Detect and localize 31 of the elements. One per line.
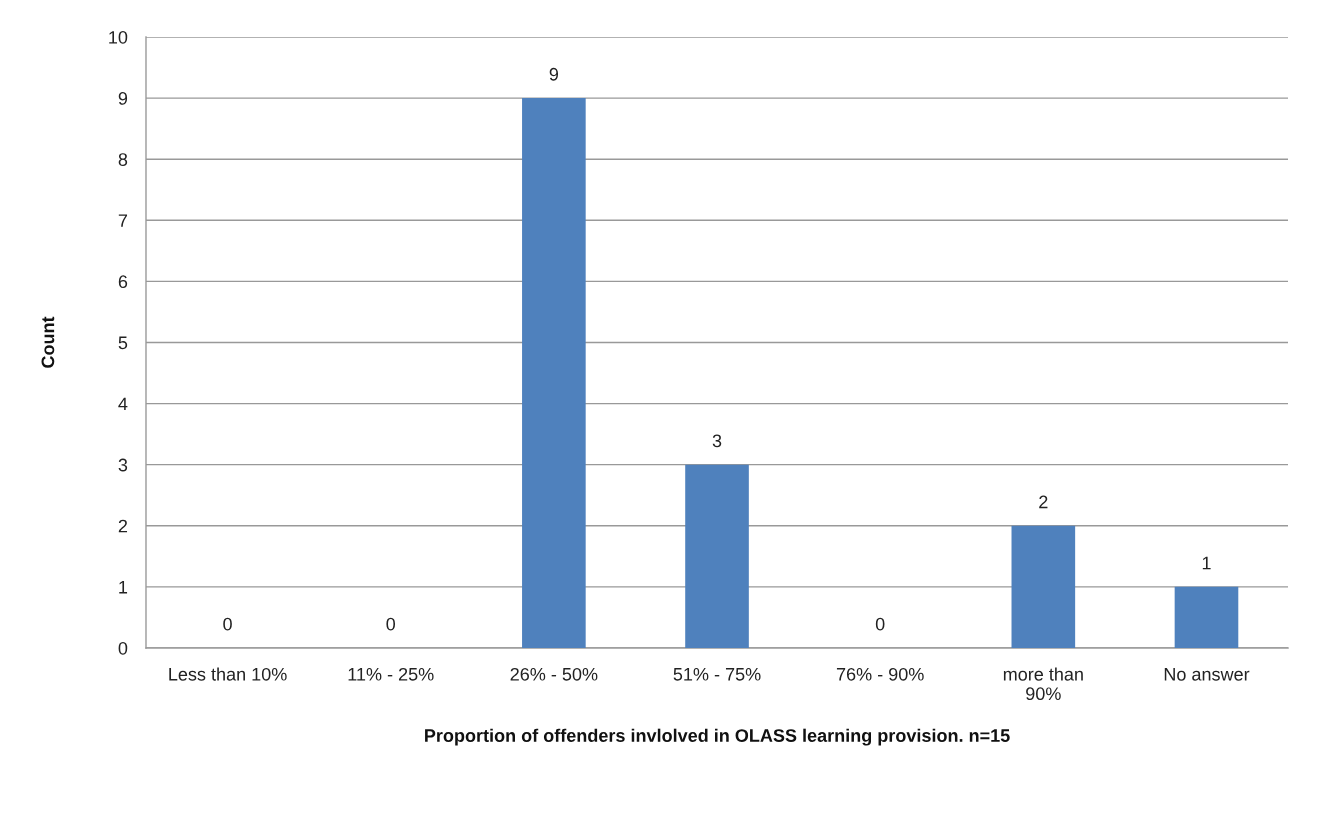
- y-tick-label: 1: [119, 580, 128, 594]
- x-axis-title: Proportion of offenders invlolved in OLASS learning provision. n=15: [425, 728, 1010, 746]
- bar: [1011, 525, 1076, 648]
- y-tick-label: 7: [118, 214, 128, 227]
- data-label: 0: [875, 617, 885, 631]
- bar: [522, 98, 586, 648]
- x-tick-label: 26% - 50%: [510, 667, 598, 681]
- data-label: 1: [1202, 556, 1211, 570]
- x-tick-label: No answer: [1164, 668, 1250, 681]
- x-tick-label: Less than 10%: [169, 667, 287, 681]
- data-label: 0: [386, 617, 396, 631]
- y-tick-label: 9: [118, 92, 128, 105]
- y-tick-label: 10: [109, 30, 128, 44]
- x-tick-label: 76% - 90%: [836, 667, 924, 681]
- x-tick-label: 51% - 75%: [673, 667, 761, 681]
- y-axis-title: Count: [41, 316, 55, 368]
- data-label: 0: [223, 617, 232, 631]
- y-tick-label: 0: [118, 641, 128, 655]
- y-tick-label: 4: [118, 397, 128, 411]
- bar: [685, 464, 749, 648]
- y-tick-label: 2: [118, 519, 128, 533]
- y-tick-label: 3: [118, 458, 128, 472]
- data-label: 2: [1039, 495, 1048, 509]
- x-tick-label: 11% - 25%: [348, 667, 434, 681]
- bar: [1174, 586, 1239, 648]
- data-label: 3: [712, 434, 722, 448]
- x-tick-label: more than 90%: [1003, 667, 1083, 701]
- y-tick-label: 8: [118, 153, 128, 166]
- data-label: 9: [549, 67, 559, 81]
- y-tick-label: 5: [118, 336, 128, 350]
- y-tick-label: 6: [118, 275, 128, 289]
